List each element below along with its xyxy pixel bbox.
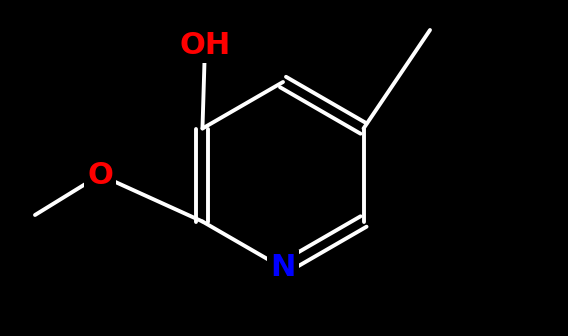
Text: O: O bbox=[87, 161, 113, 190]
Text: OH: OH bbox=[179, 31, 231, 59]
Text: N: N bbox=[270, 253, 296, 283]
